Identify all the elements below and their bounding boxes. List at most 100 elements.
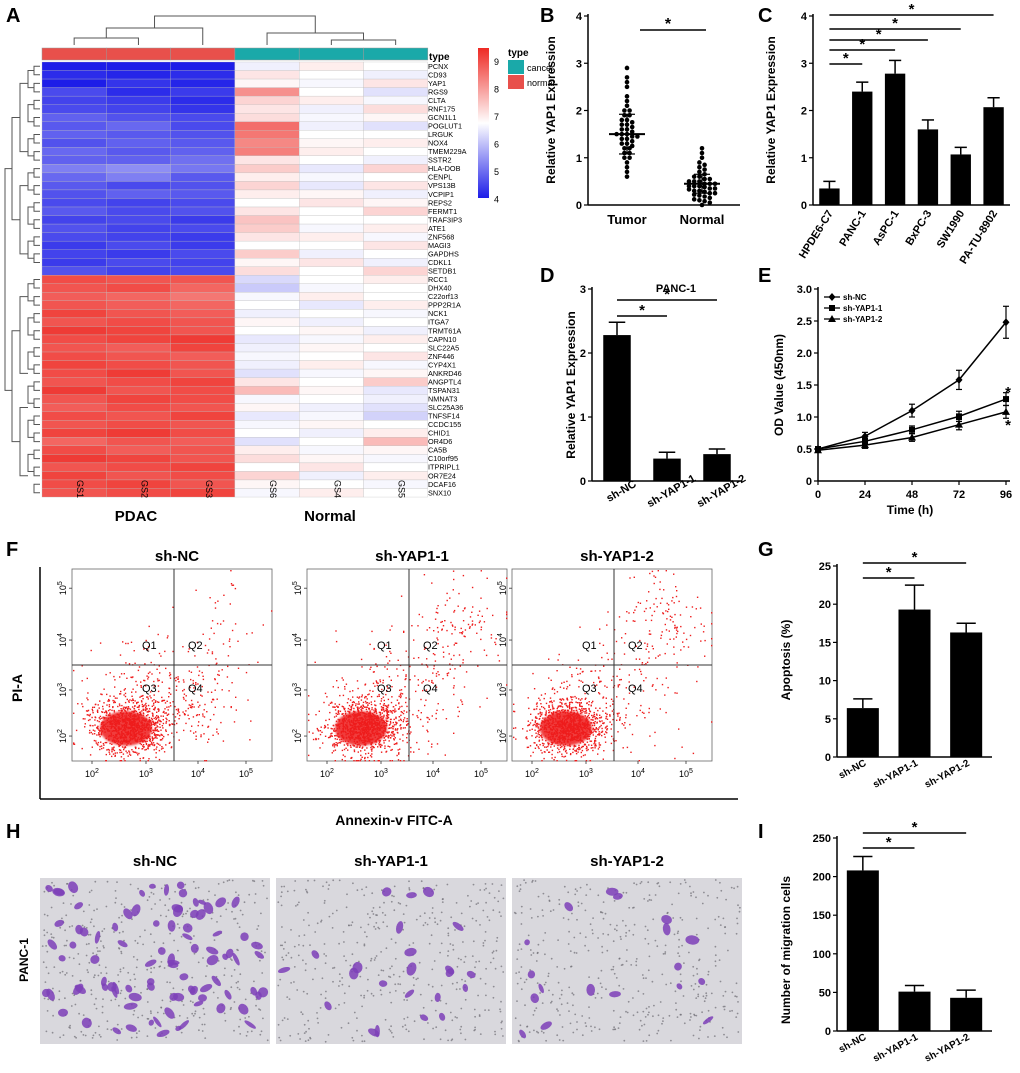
gene-label: SLC25A36 [428,403,463,412]
event-dot [123,689,125,691]
event-dot [590,732,592,734]
event-dot [560,699,562,701]
event-dot [377,682,379,684]
heatmap-cell [363,377,428,387]
event-dot [682,641,684,643]
event-dot [645,677,647,679]
event-dot [82,718,84,720]
event-dot [588,708,590,710]
event-dot [588,717,591,719]
event-dot [534,747,537,749]
event-dot [620,678,622,681]
xlabel-e: Time (h) [887,503,933,517]
event-dot [397,749,399,751]
legend-swatch-normal [508,75,524,89]
event-dot [216,731,218,733]
event-dot [90,731,92,734]
data-point [629,138,635,144]
heatmap-cell [299,437,364,447]
event-dot [383,737,385,739]
event-dot [438,674,440,676]
heatmap-cell [234,130,300,139]
panel-letter-f: F [6,539,18,561]
event-dot [454,626,456,628]
event-dot [108,751,110,753]
heatmap-cell [41,394,107,404]
event-dot [655,657,657,659]
event-dot [384,745,386,747]
event-dot [420,712,422,714]
event-dot [398,702,400,705]
event-dot [387,662,389,664]
event-dot [578,702,580,704]
event-dot [560,698,562,700]
event-dot [394,729,397,731]
event-dot [599,733,601,735]
event-dot [155,736,157,738]
event-dot [172,606,174,608]
event-dot [410,751,412,753]
event-dot [382,706,385,709]
event-dot [200,734,202,736]
event-dot [384,704,386,707]
heatmap-cell [299,488,364,498]
event-dot [548,709,550,712]
data-point [622,146,627,151]
event-dot [376,665,378,668]
event-dot [361,694,363,696]
event-dot [535,726,537,728]
event-dot [388,735,390,737]
event-dot [210,691,213,693]
event-dot [564,750,567,753]
title-d: PANC-1 [656,283,696,295]
y-tick-label: 1.5 [797,380,812,392]
event-dot [448,653,450,655]
event-dot [167,713,169,716]
event-dot [437,703,439,705]
color-scale-tick: 6 [494,140,499,150]
event-dot [575,701,577,703]
event-dot [229,638,231,640]
heatmap-cell [234,317,300,327]
event-dot [425,679,427,681]
event-dot [381,688,383,691]
event-dot [149,745,151,747]
event-dot [161,739,163,741]
event-dot [646,645,649,647]
event-dot [124,760,126,762]
event-dot [453,732,455,734]
event-dot [152,721,155,723]
event-dot [161,696,163,699]
heatmap-cell [170,87,236,97]
event-dot [315,714,317,716]
event-dot [594,717,597,720]
event-dot [208,638,211,640]
event-dot [315,737,317,740]
y-tick-label: 0 [801,200,807,212]
event-dot [138,747,140,750]
event-dot [526,738,528,740]
event-dot [387,732,389,734]
event-dot [390,679,392,681]
event-dot [575,760,578,762]
event-dot [349,708,351,711]
event-dot [154,707,156,710]
heatmap-cell [299,87,364,97]
event-dot [603,665,605,667]
event-dot [98,729,100,731]
event-dot [118,744,121,747]
event-dot [386,720,389,722]
y-tick-label: 3 [576,58,582,70]
event-dot [184,714,186,716]
event-dot [99,735,101,738]
event-dot [165,712,167,714]
event-dot [92,729,95,731]
event-dot [592,727,594,730]
heatmap-cell [363,113,428,122]
event-dot [360,708,362,711]
event-dot [389,629,391,631]
event-dot [540,735,542,737]
event-dot [673,653,675,655]
event-dot [146,740,148,742]
